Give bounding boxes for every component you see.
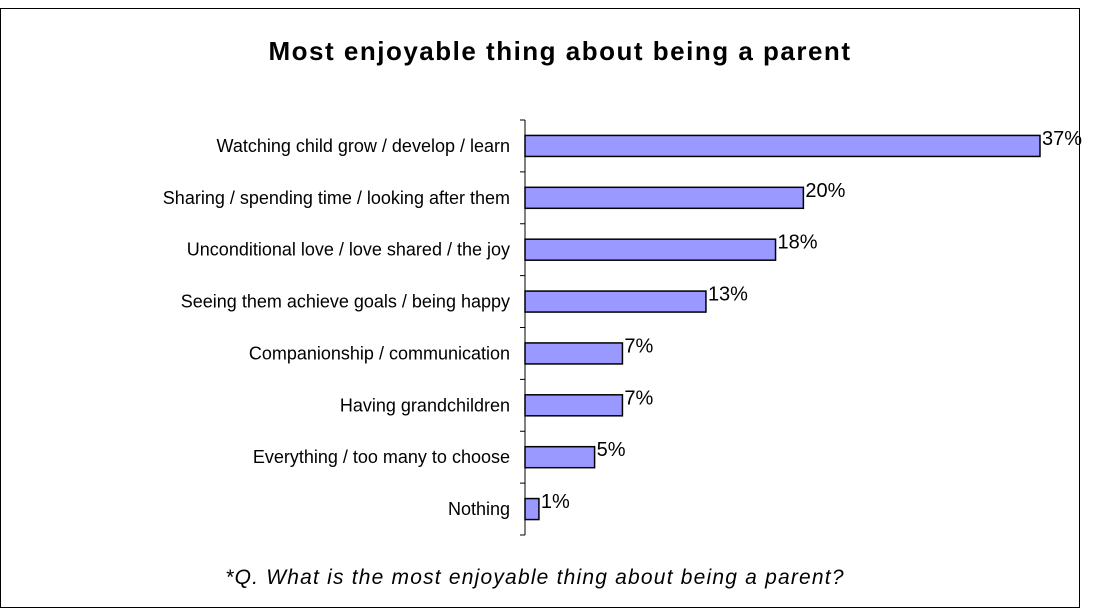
data-label: 5% (597, 439, 626, 461)
category-label: Seeing them achieve goals / being happy (181, 292, 510, 312)
category-label: Companionship / communication (249, 343, 510, 363)
data-label: 7% (624, 387, 653, 409)
category-label: Sharing / spending time / looking after … (163, 188, 510, 208)
chart-title: Most enjoyable thing about being a paren… (269, 36, 852, 66)
y-axis (520, 119, 526, 536)
bars (524, 134, 1041, 521)
category-label: Everything / too many to choose (253, 447, 510, 467)
category-label: Unconditional love / love shared / the j… (187, 240, 510, 260)
bar (524, 497, 540, 521)
data-label: 37% (1042, 128, 1082, 150)
category-labels: Watching child grow / develop / learn Sha… (163, 136, 510, 519)
bar (524, 445, 596, 469)
bar (524, 238, 777, 261)
bar (524, 134, 1041, 158)
data-label: 13% (708, 284, 748, 306)
question-footnote: *Q. What is the most enjoyable thing abo… (225, 566, 844, 589)
bar (524, 186, 805, 210)
category-label: Nothing (448, 499, 510, 519)
data-label: 20% (805, 180, 845, 202)
bar (524, 290, 707, 313)
data-label: 18% (778, 232, 818, 254)
category-label: Watching child grow / develop / learn (217, 136, 510, 156)
data-label: 7% (624, 335, 653, 357)
bar (524, 342, 624, 365)
bar (524, 394, 624, 417)
data-label: 1% (541, 491, 570, 513)
category-label: Having grandchildren (340, 395, 510, 415)
data-labels: 37% 20% 18% 13% 7% 7% 5% 1% (541, 128, 1082, 513)
